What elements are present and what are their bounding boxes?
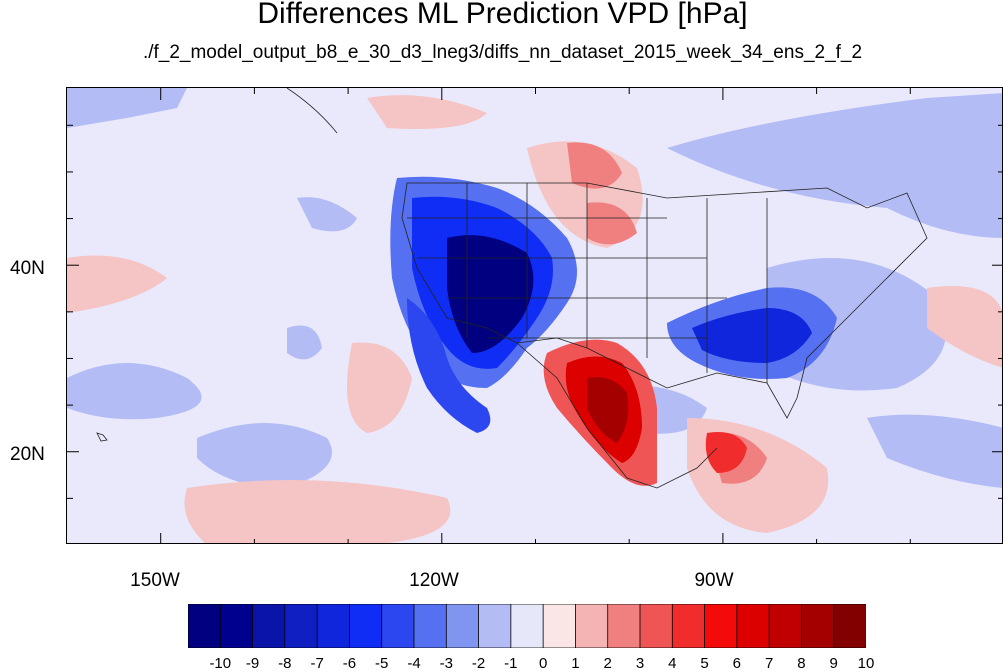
colorbar-box	[510, 604, 544, 648]
colorbar-box	[252, 604, 286, 648]
chart-title: Differences ML Prediction VPD [hPa]	[257, 0, 748, 30]
colorbar-label: -6	[342, 655, 357, 672]
y-label-20n: 20N	[10, 444, 45, 465]
colorbar-label: 8	[797, 655, 806, 672]
colorbar-label: -5	[375, 655, 389, 672]
colorbar-label: -4	[407, 655, 421, 672]
colorbar-label: 6	[732, 655, 742, 672]
colorbar-label: -9	[245, 655, 260, 672]
colorbar-box	[219, 604, 254, 648]
colorbar-label: -8	[278, 655, 292, 672]
colorbar-label: 0	[538, 655, 548, 672]
colorbar-box	[833, 604, 866, 648]
colorbar-box	[316, 604, 351, 648]
colorbar-label: 1	[571, 655, 580, 672]
political-boundaries	[96, 88, 928, 489]
colorbar-box	[478, 604, 512, 648]
colorbar-label: -7	[310, 655, 324, 672]
colorbar-box	[607, 604, 641, 648]
colorbar-label: 7	[764, 655, 774, 672]
colorbar-box	[188, 604, 221, 648]
colorbar-label: 9	[829, 655, 838, 672]
colorbar-label: 3	[635, 655, 645, 672]
x-label-90w: 90W	[694, 570, 734, 591]
colorbar-box	[381, 604, 415, 648]
axis-ticks	[67, 88, 1002, 543]
western-us-negative-anomaly	[390, 176, 577, 433]
colorbar-box	[768, 604, 803, 648]
colorbar-box	[445, 604, 480, 648]
colorbar-box	[413, 604, 447, 648]
southeast-us-negative-anomaly	[667, 287, 837, 379]
colorbar-label: -1	[504, 655, 518, 672]
colorbar-label: -10	[209, 655, 232, 672]
colorbar-box	[704, 604, 738, 648]
colorbar-box	[575, 604, 609, 648]
colorbar-label: 4	[668, 655, 677, 672]
colorbar-box	[801, 604, 835, 648]
map-panel	[66, 87, 1003, 544]
colorbar-box	[736, 604, 770, 648]
colorbar-box	[349, 604, 383, 648]
colorbar	[188, 604, 866, 648]
colorbar-label: 2	[603, 655, 612, 672]
colorbar-box	[671, 604, 706, 648]
chart-subtitle: ./f_2_model_output_b8_e_30_d3_lneg3/diff…	[142, 42, 863, 63]
colorbar-label: -2	[471, 655, 486, 672]
map-field	[67, 88, 1002, 543]
colorbar-box	[639, 604, 673, 648]
colorbar-box	[284, 604, 318, 648]
x-label-120w: 120W	[409, 570, 459, 591]
colorbar-label: 5	[700, 655, 709, 672]
colorbar-label: -3	[439, 655, 453, 672]
colorbar-box	[542, 604, 577, 648]
y-label-40n: 40N	[10, 258, 45, 279]
mexico-positive-anomaly	[543, 339, 747, 486]
x-label-150w: 150W	[130, 570, 180, 591]
colorbar-label: 10	[857, 655, 875, 672]
